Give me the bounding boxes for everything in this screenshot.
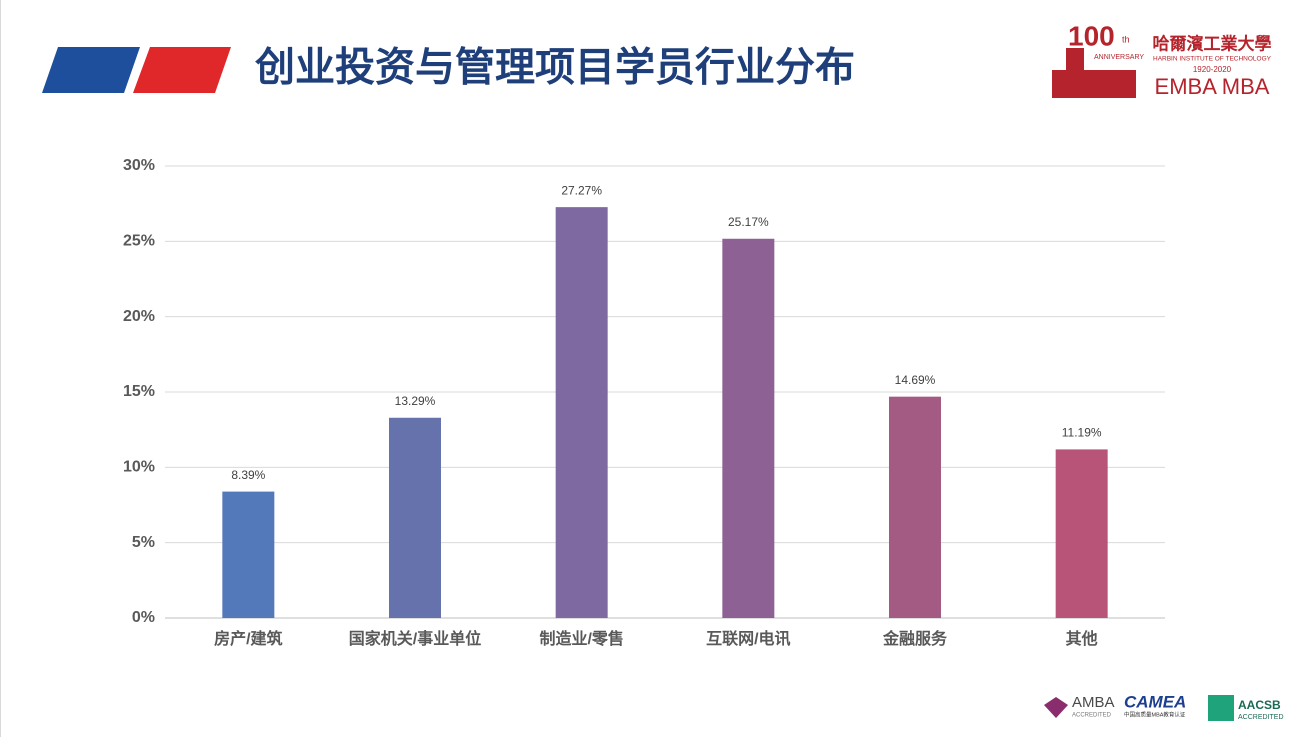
- y-tick-label: 25%: [123, 233, 155, 250]
- value-label: 25.17%: [728, 215, 769, 229]
- bar: [722, 238, 775, 618]
- bar: [389, 417, 441, 618]
- value-label: 8.39%: [231, 468, 265, 482]
- y-tick-label: 20%: [123, 308, 155, 325]
- camea-logo: CAMEA: [1124, 692, 1186, 711]
- bar: [222, 491, 275, 618]
- accreditation-logos: AMBA ACCREDITED CAMEA 中国高质量MBA教育认证 AACSB…: [1044, 692, 1284, 721]
- title-stripe-red: [133, 47, 231, 93]
- amba-sub: ACCREDITED: [1072, 713, 1112, 719]
- hit-logo: 100 th ANNIVERSARY 哈爾濱工業大學 HARBIN INSTIT…: [1052, 20, 1272, 99]
- x-tick-label: 制造业/零售: [539, 629, 623, 648]
- aacsb-icon: [1208, 695, 1234, 721]
- title-stripe-blue: [42, 47, 140, 93]
- logo-tower: [1066, 48, 1084, 70]
- x-tick-label: 其他: [1066, 629, 1098, 648]
- bar: [555, 207, 608, 618]
- amba-icon: [1044, 697, 1068, 718]
- y-tick-label: 30%: [123, 157, 155, 174]
- camea-sub: 中国高质量MBA教育认证: [1124, 710, 1186, 718]
- y-tick-label: 5%: [132, 534, 155, 551]
- value-label: 14.69%: [895, 373, 936, 387]
- logo-building: [1052, 70, 1136, 98]
- bar: [889, 396, 941, 618]
- value-label: 13.29%: [395, 394, 436, 408]
- aacsb-sub: ACCREDITED: [1238, 714, 1284, 721]
- logo-th: th: [1122, 34, 1130, 44]
- value-label: 27.27%: [561, 183, 602, 197]
- value-label: 11.19%: [1062, 426, 1102, 440]
- y-tick-label: 0%: [132, 609, 155, 626]
- x-tick-label: 房产/建筑: [214, 629, 282, 648]
- aacsb-logo: AACSB: [1238, 698, 1281, 712]
- bar: [1055, 449, 1108, 618]
- logo-years: 1920-2020: [1193, 65, 1232, 74]
- logo-100: 100: [1068, 20, 1115, 51]
- logo-school-en: HARBIN INSTITUTE OF TECHNOLOGY: [1153, 56, 1272, 63]
- logo-anniversary: ANNIVERSARY: [1094, 54, 1144, 61]
- x-tick-label: 金融服务: [882, 629, 948, 648]
- x-tick-label: 互联网/电讯: [706, 629, 790, 648]
- y-tick-label: 15%: [123, 383, 155, 400]
- amba-logo: AMBA: [1072, 694, 1115, 711]
- logo-programs: EMBA MBA: [1155, 74, 1270, 99]
- y-tick-label: 10%: [123, 459, 155, 476]
- logo-school: 哈爾濱工業大學: [1153, 33, 1272, 53]
- x-tick-label: 国家机关/事业单位: [349, 629, 481, 648]
- chart-title: 创业投资与管理项目学员行业分布: [255, 46, 855, 90]
